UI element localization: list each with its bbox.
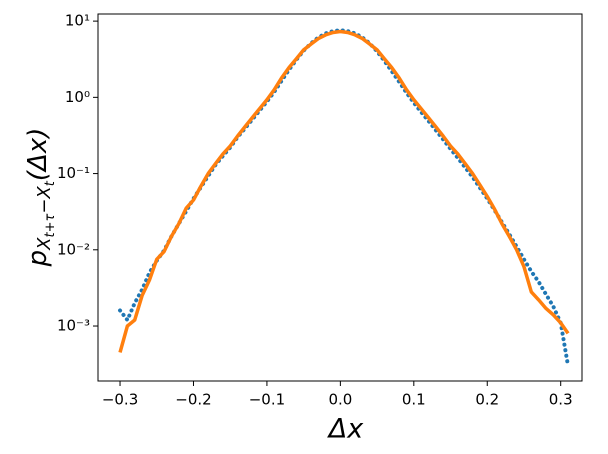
data-line <box>118 29 570 353</box>
x-tick-label: 0.1 <box>402 391 426 409</box>
y-axis-label: pXt+τ−Xt(Δx) <box>23 128 58 268</box>
x-tick-label: −0.3 <box>102 391 138 409</box>
y-label-part: (Δx) <box>23 128 53 181</box>
y-tick-label: 10⁻¹ <box>57 164 90 182</box>
x-tick-label: 0.0 <box>328 391 352 409</box>
y-tick-label: 10⁻² <box>57 240 90 258</box>
x-axis-label: Δx <box>327 414 364 445</box>
y-tick-label: 10⁰ <box>65 88 90 106</box>
y-label-part: −X <box>34 186 55 214</box>
data-line <box>118 28 571 368</box>
x-tick-label: 0.3 <box>549 391 573 409</box>
y-label-part: t <box>43 180 58 186</box>
x-tick-label: −0.2 <box>175 391 211 409</box>
y-tick-label: 10⁻³ <box>57 317 90 335</box>
x-tick-label: 0.2 <box>475 391 499 409</box>
x-tick-label: −0.1 <box>249 391 285 409</box>
y-label-part: X <box>34 237 55 251</box>
y-label-part: t+τ <box>43 213 58 237</box>
plot-frame <box>97 13 583 382</box>
y-label-part: p <box>23 250 53 268</box>
y-tick-label: 10¹ <box>65 12 90 30</box>
